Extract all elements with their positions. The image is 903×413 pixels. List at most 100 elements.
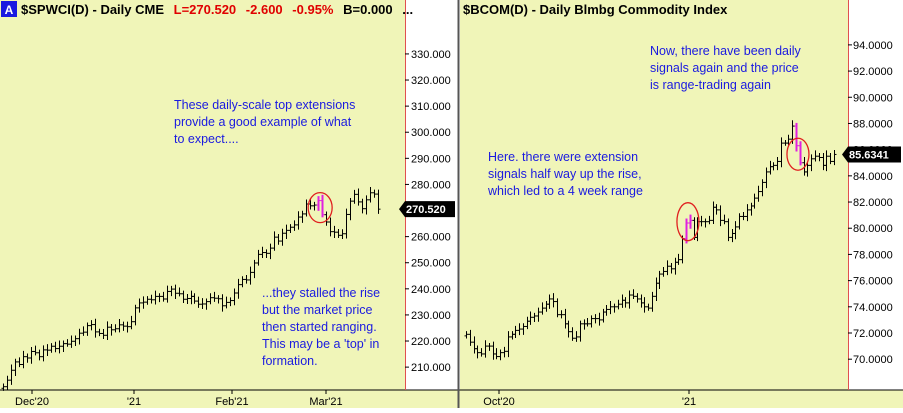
left-y-tick-label: 240.000 <box>411 284 451 296</box>
right-price-bar <box>824 150 829 172</box>
left-price-bar <box>101 328 106 339</box>
right-price-bar <box>775 156 780 171</box>
left-price-bar <box>216 295 221 304</box>
right-price-bar <box>502 346 507 358</box>
left-price-bar <box>149 294 154 304</box>
left-price-bar <box>208 293 213 305</box>
right-price-bar <box>585 318 590 327</box>
left-price-bar <box>73 335 78 347</box>
right-y-tick-label: 94.0000 <box>853 40 893 52</box>
right-y-tick-label: 92.0000 <box>853 66 893 78</box>
right-y-tick-label: 90.0000 <box>853 92 893 104</box>
left-annotation-bottom: ...they stalled the rise but the market … <box>262 286 384 368</box>
left-price-bar <box>153 290 158 305</box>
left-header-title: $SPWCI(D) - Daily CME <box>21 2 164 17</box>
left-y-tick-label: 260.000 <box>411 232 451 244</box>
left-price-bar <box>17 357 22 368</box>
left-price-bar <box>236 278 241 299</box>
left-price-bar <box>272 231 277 251</box>
left-annotation-bottom-line: then started ranging. <box>262 320 377 334</box>
left-annotation-bottom-line: This may be a 'top' in <box>262 337 379 351</box>
left-price-bar <box>5 375 10 391</box>
left-price-bar <box>37 349 42 361</box>
left-price-bar <box>177 287 182 297</box>
right-annotation-mid-line: Here. there were extension <box>488 150 638 164</box>
left-price-bar <box>169 285 174 297</box>
left-price-bar <box>268 243 273 260</box>
right-y-tick-label: 70.0000 <box>853 354 893 366</box>
right-price-bar <box>475 345 480 359</box>
right-price-bar <box>498 349 503 361</box>
right-price-bar <box>642 297 647 313</box>
left-price-bar <box>344 208 349 239</box>
right-signal-circle-top <box>786 137 810 171</box>
right-price-bar <box>733 221 738 240</box>
right-price-bar <box>616 299 621 310</box>
left-header-last: L=270.520 <box>174 2 237 17</box>
right-price-bar <box>764 167 769 189</box>
left-annotation-bottom-line: but the market price <box>262 303 373 317</box>
left-annotation-top-line: provide a good example of what <box>174 115 352 129</box>
left-header-b: B=0.000 <box>343 2 393 17</box>
right-y-tick-label: 82.0000 <box>853 197 893 209</box>
left-price-bar <box>228 297 233 307</box>
left-price-bar <box>368 186 373 203</box>
left-x-tick-label: Feb'21 <box>215 396 248 408</box>
left-price-bar <box>61 340 66 353</box>
left-price-bar <box>360 198 365 214</box>
left-last-price-badge: 270.520 <box>399 201 455 218</box>
left-signal-circle <box>307 192 333 224</box>
right-price-bar <box>809 154 814 172</box>
left-y-tick-label: 230.000 <box>411 310 451 322</box>
right-price-bar <box>506 331 511 358</box>
left-price-bar <box>65 339 70 347</box>
right-annotation-mid-line: signals half way up the rise, <box>488 167 642 181</box>
right-price-bar <box>597 312 602 326</box>
left-x-tick-label: Mar'21 <box>309 396 342 408</box>
right-price-bar <box>676 253 681 265</box>
panel-badge[interactable] <box>1 1 17 17</box>
left-price-bar <box>69 335 74 348</box>
right-price-bar <box>494 348 499 360</box>
left-price-bar <box>49 343 54 353</box>
right-annotation-mid-line: which led to a 4 week range <box>487 184 643 198</box>
left-price-bar <box>25 353 30 363</box>
left-price-bar <box>129 315 134 330</box>
left-price-bar <box>296 211 301 230</box>
left-price-bar <box>45 344 50 356</box>
left-price-bar <box>264 249 269 259</box>
right-price-axis <box>848 0 903 390</box>
left-y-tick-label: 300.000 <box>411 127 451 139</box>
left-header-more: ... <box>402 2 413 17</box>
left-annotation-top: These daily-scale top extensions provide… <box>174 98 359 146</box>
left-x-tick-label: '21 <box>127 396 141 408</box>
right-price-bar <box>566 320 571 338</box>
right-price-bar <box>589 315 594 328</box>
right-price-bar <box>661 266 666 277</box>
left-plot-area <box>0 0 405 390</box>
left-price-bar <box>212 291 217 302</box>
left-price-bar <box>53 341 58 353</box>
right-price-bar <box>627 290 632 309</box>
left-y-tick-label: 290.000 <box>411 153 451 165</box>
right-price-bar <box>771 162 776 171</box>
left-price-bar <box>248 266 253 285</box>
left-price-bar <box>244 274 249 284</box>
right-price-bar <box>536 307 541 322</box>
left-y-tick-label: 310.000 <box>411 101 451 113</box>
right-signal-circle-mid <box>676 202 700 242</box>
left-y-tick-label: 210.000 <box>411 362 451 374</box>
left-price-bar <box>141 296 146 309</box>
left-price-bar <box>320 194 325 218</box>
right-y-tick-label: 72.0000 <box>853 328 893 340</box>
right-price-bar <box>570 327 575 341</box>
right-price-bar <box>483 340 488 358</box>
left-price-bar <box>292 220 297 231</box>
right-price-bar <box>521 323 526 335</box>
left-price-bar <box>364 195 369 215</box>
right-price-bar <box>669 263 674 274</box>
left-price-bar <box>332 225 337 238</box>
right-price-bar <box>745 204 750 222</box>
